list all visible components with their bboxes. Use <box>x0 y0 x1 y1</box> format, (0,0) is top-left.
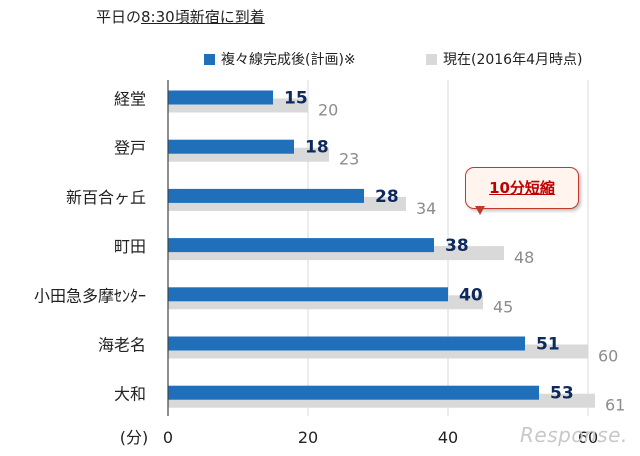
bar-planned-2 <box>168 188 364 203</box>
legend-label-current: 現在(2016年4月時点) <box>443 52 583 68</box>
data-label-current-1: 23 <box>339 150 359 169</box>
legend-swatch-current <box>426 54 437 65</box>
data-label-current-6: 61 <box>605 396 625 415</box>
reduction-callout: 10分短縮 <box>465 167 579 209</box>
data-label-planned-1: 18 <box>305 138 329 158</box>
category-label-1: 登戸 <box>114 139 146 158</box>
category-label-3: 町田 <box>114 237 146 256</box>
category-label-4: 小田急多摩ｾﾝﾀｰ <box>34 286 146 305</box>
x-tick-label-60: 60 <box>578 428 598 447</box>
legend-swatch-planned <box>204 54 215 65</box>
bar-planned-4 <box>168 287 448 302</box>
x-tick-label-20: 20 <box>298 428 318 447</box>
bar-planned-1 <box>168 139 294 154</box>
category-label-0: 経堂 <box>114 90 146 109</box>
data-label-current-5: 60 <box>598 347 618 366</box>
legend-item-planned: 複々線完成後(計画)※ <box>204 49 356 69</box>
data-label-current-3: 48 <box>514 248 534 267</box>
data-label-planned-3: 38 <box>445 236 469 256</box>
data-label-planned-4: 40 <box>459 285 483 305</box>
bar-planned-6 <box>168 385 539 400</box>
legend-label-planned: 複々線完成後(計画)※ <box>221 52 356 68</box>
watermark-logo: Response. <box>520 423 628 447</box>
data-label-planned-2: 28 <box>375 187 399 207</box>
legend-item-current: 現在(2016年4月時点) <box>426 49 582 69</box>
category-label-6: 大和 <box>114 385 146 404</box>
reduction-callout-label: 10分短縮 <box>489 179 555 197</box>
x-axis-unit-label: (分) <box>120 428 149 447</box>
data-label-planned-6: 53 <box>550 384 574 404</box>
bar-planned-0 <box>168 90 273 105</box>
bar-planned-3 <box>168 238 434 253</box>
category-label-2: 新百合ヶ丘 <box>66 188 146 207</box>
title-prefix: 平日の <box>96 8 142 26</box>
data-label-current-0: 20 <box>318 101 338 120</box>
data-label-planned-5: 51 <box>536 335 560 355</box>
bar-planned-5 <box>168 336 525 351</box>
title-time: 8:30 <box>141 8 175 26</box>
x-tick-label-40: 40 <box>438 428 458 447</box>
data-label-planned-0: 15 <box>284 89 308 109</box>
x-tick-label-0: 0 <box>163 428 173 447</box>
callout-pointer <box>475 206 485 215</box>
data-label-current-2: 34 <box>416 199 436 218</box>
category-label-5: 海老名 <box>98 336 146 355</box>
data-label-current-4: 45 <box>493 297 513 316</box>
title-suffix: 頃新宿に到着 <box>174 8 265 26</box>
chart-title: 平日の8:30頃新宿に到着 <box>96 6 265 27</box>
